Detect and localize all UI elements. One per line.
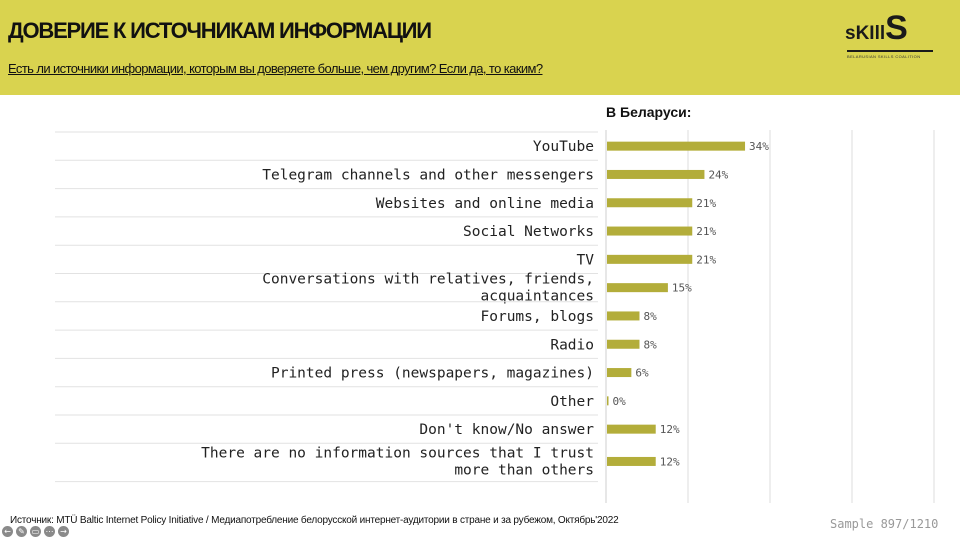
value-label: 12% <box>660 423 680 436</box>
bar <box>607 311 640 321</box>
page-title: ДОВЕРИЕ К ИСТОЧНИКАМ ИНФОРМАЦИИ <box>8 18 432 43</box>
value-label: 24% <box>708 168 728 181</box>
value-label: 0% <box>613 395 627 408</box>
value-label: 21% <box>696 197 716 210</box>
value-label: 21% <box>696 253 716 266</box>
back-icon[interactable]: ← <box>2 526 13 537</box>
value-label: 8% <box>643 310 657 323</box>
category-label: Conversations with relatives, friends, ac… <box>262 272 594 305</box>
bar <box>607 339 640 349</box>
bar <box>607 141 746 151</box>
forward-icon[interactable]: → <box>58 526 69 537</box>
value-label: 12% <box>660 455 680 468</box>
category-label: Don't know/No answer <box>419 422 594 438</box>
category-label: Other <box>550 394 594 410</box>
category-label: There are no information sources that I … <box>201 445 594 478</box>
category-label: YouTube <box>533 139 594 155</box>
pen-icon[interactable]: ✎ <box>16 526 27 537</box>
presentation-controls: ← ✎ ▭ ⋯ → <box>2 526 69 537</box>
bar <box>607 283 668 293</box>
bar <box>607 368 632 378</box>
bar <box>607 226 693 236</box>
series-label: В Беларуси: <box>606 104 692 120</box>
source-note: Источник: MTÜ Baltic Internet Policy Ini… <box>10 515 619 526</box>
logo-text: sKIllS <box>845 9 908 47</box>
bar <box>607 169 705 179</box>
value-label: 8% <box>643 338 657 351</box>
category-label: Telegram channels and other messengers <box>262 167 594 183</box>
logo-tagline: BELARUSIAN SKILLS COALITION <box>847 54 921 59</box>
category-label: Printed press (newspapers, magazines) <box>271 366 594 382</box>
value-label: 21% <box>696 225 716 238</box>
bar <box>607 254 693 264</box>
category-label: TV <box>577 252 595 268</box>
value-label: 34% <box>749 140 769 153</box>
category-label: Social Networks <box>463 224 594 240</box>
bar <box>607 456 656 466</box>
value-label: 15% <box>672 282 692 295</box>
value-label: 6% <box>635 367 649 380</box>
caption-icon[interactable]: ▭ <box>30 526 41 537</box>
skills-logo: sKIllS BELARUSIAN SKILLS COALITION <box>845 9 935 59</box>
category-label: Forums, blogs <box>481 309 595 325</box>
sample-size: Sample 897/1210 <box>830 517 939 531</box>
header-banner: ДОВЕРИЕ К ИСТОЧНИКАМ ИНФОРМАЦИИ Есть ли … <box>0 0 960 95</box>
bar-chart: YouTube 34% Telegram channels and other me… <box>55 130 935 503</box>
category-label: Radio <box>550 337 594 353</box>
category-label: Websites and online media <box>376 196 594 212</box>
bar <box>607 424 656 434</box>
bar <box>607 396 609 406</box>
menu-icon[interactable]: ⋯ <box>44 526 55 537</box>
page-subtitle: Есть ли источники информации, которым вы… <box>8 61 543 76</box>
logo-underline <box>847 50 933 52</box>
bar <box>607 198 693 208</box>
